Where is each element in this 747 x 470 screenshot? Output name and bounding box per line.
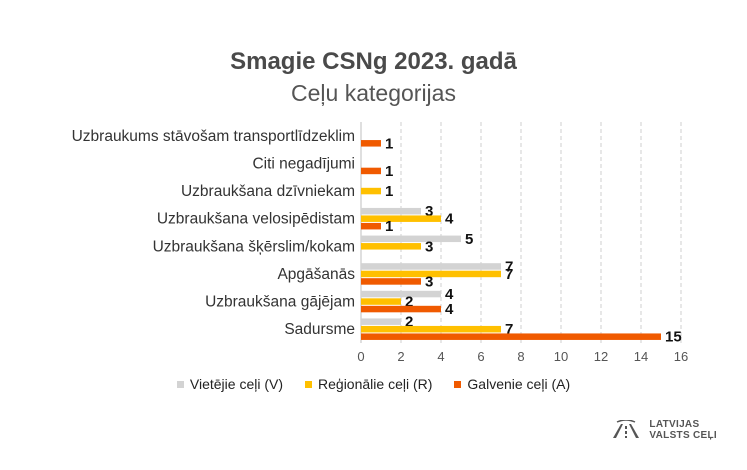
x-tick-label: 12 <box>594 349 608 364</box>
data-label: 4 <box>445 286 454 303</box>
category-label: Uzbraukšana gājējam <box>205 294 355 311</box>
logo-line2: VALSTS CEĻI <box>649 430 717 441</box>
bar <box>361 298 401 305</box>
data-label: 2 <box>405 314 413 331</box>
x-tick-label: 8 <box>517 349 524 364</box>
data-label: 5 <box>465 231 473 248</box>
bar <box>361 270 501 278</box>
bar <box>361 290 441 298</box>
data-label: 1 <box>385 163 393 180</box>
logo: LATVIJAS VALSTS CEĻI <box>611 419 717 441</box>
category-label: Uzbraukšana velosipēdistam <box>157 211 355 228</box>
bar <box>361 207 421 215</box>
data-label: 3 <box>425 238 433 255</box>
x-tick-label: 10 <box>554 349 568 364</box>
legend-swatch-main <box>454 380 462 388</box>
data-label: 1 <box>385 135 393 152</box>
bar <box>361 278 421 285</box>
data-label: 4 <box>445 211 454 228</box>
category-label: Uzbraukšana dzīvniekam <box>181 183 355 200</box>
bar <box>361 222 381 230</box>
data-label: 3 <box>425 203 433 220</box>
category-label: Uzbraukšana šķērslim/kokam <box>153 238 355 255</box>
data-label: 7 <box>505 258 513 275</box>
logo-line1: LATVIJAS <box>649 419 700 430</box>
bar <box>361 325 501 333</box>
data-label: 2 <box>405 294 413 311</box>
road-logo-icon <box>613 420 640 438</box>
x-tick-label: 14 <box>634 349 648 364</box>
category-label: Uzbraukums stāvošam transportlīdzeklim <box>72 128 355 145</box>
bar <box>361 167 381 175</box>
category-label: Apgāšanās <box>277 266 355 283</box>
x-tick-label: 16 <box>674 349 688 364</box>
data-label: 7 <box>505 266 513 283</box>
x-tick-label: 4 <box>437 349 444 364</box>
x-tick-label: 6 <box>477 349 484 364</box>
bar <box>361 318 401 325</box>
bar <box>361 235 461 243</box>
bar <box>361 305 441 313</box>
legend-item-local: Vietējie ceļi (V) <box>176 376 284 392</box>
data-label: 1 <box>385 183 393 200</box>
legend-item-main: Galvenie ceļi (A) <box>454 376 570 392</box>
data-label: 4 <box>445 301 454 318</box>
bar <box>361 263 501 270</box>
data-label: 15 <box>665 329 682 346</box>
legend-label-regional: Reģionālie ceļi (R) <box>318 376 433 392</box>
chart-subtitle: Ceļu kategorijas <box>291 80 456 106</box>
x-tick-label: 2 <box>397 349 404 364</box>
bar <box>361 215 441 222</box>
category-label: Citi negadījumi <box>252 155 355 172</box>
data-label: 3 <box>425 273 433 290</box>
legend-swatch-local <box>176 380 184 388</box>
category-label: Sadursme <box>284 321 355 338</box>
bar <box>361 243 421 250</box>
data-label: 7 <box>505 321 513 338</box>
bar <box>361 333 661 340</box>
legend-swatch-regional <box>305 380 313 388</box>
legend-item-regional: Reģionālie ceļi (R) <box>305 376 432 392</box>
bar <box>361 187 381 195</box>
legend: Vietējie ceļi (V) Reģionālie ceļi (R) Ga… <box>0 376 747 392</box>
x-tick-label: 0 <box>357 349 364 364</box>
bar <box>361 140 381 147</box>
data-label: 1 <box>385 218 393 235</box>
legend-label-main: Galvenie ceļi (A) <box>467 376 571 392</box>
chart-title: Smagie CSNg 2023. gadā <box>230 48 517 75</box>
legend-label-local: Vietējie ceļi (V) <box>189 376 284 392</box>
